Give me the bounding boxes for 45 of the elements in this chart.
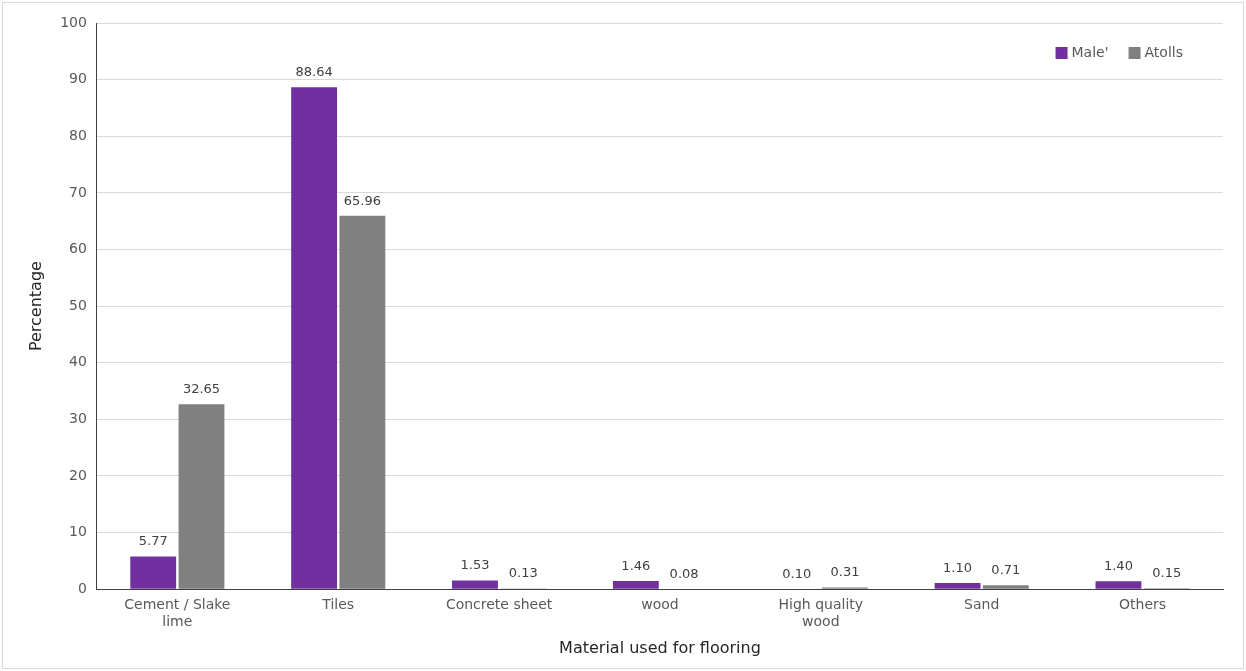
data-label: 1.40	[1103, 558, 1133, 574]
bar	[178, 404, 225, 589]
data-label: 0.15	[1152, 565, 1182, 581]
data-label: 65.96	[343, 192, 381, 208]
data-label: 1.10	[943, 559, 973, 575]
bar	[452, 580, 498, 589]
x-tick-label: Sand	[964, 596, 1000, 613]
y-tick-label: 80	[69, 126, 87, 143]
bar	[982, 585, 1029, 589]
data-label: 1.53	[460, 557, 490, 573]
data-label: 32.65	[182, 381, 221, 397]
x-tick-label: Others	[1119, 596, 1167, 613]
bar	[1095, 581, 1142, 589]
y-tick-label: 50	[69, 296, 87, 313]
x-tick-label: wood	[641, 596, 679, 613]
y-tick-label: 30	[69, 409, 87, 426]
bar	[934, 582, 981, 589]
data-label: 1.46	[621, 557, 651, 573]
data-label: 0.13	[508, 565, 538, 581]
y-tick-label: 40	[69, 353, 87, 370]
bar	[130, 556, 177, 589]
bar	[291, 87, 338, 589]
y-tick-label: 10	[69, 523, 87, 540]
x-tick-label: Cement / Slake lime	[124, 596, 231, 630]
bar	[612, 580, 659, 589]
data-label: 0.08	[669, 565, 699, 581]
legend-label: Atolls	[1144, 43, 1184, 60]
data-label: 0.31	[830, 564, 860, 580]
y-tick-label: 70	[69, 183, 87, 200]
y-axis-title: Percentage	[25, 261, 45, 352]
y-tick-label: 20	[69, 466, 87, 483]
x-tick-label: High quality wood	[778, 596, 864, 630]
data-label: 0.10	[782, 565, 812, 581]
data-label: 0.71	[991, 562, 1021, 578]
y-tick-label: 100	[60, 13, 87, 30]
y-tick-label: 0	[78, 579, 87, 596]
x-tick-label: Tiles	[321, 596, 355, 613]
legend-label: Male'	[1071, 43, 1109, 60]
y-tick-label: 60	[69, 240, 87, 257]
data-label: 88.64	[295, 64, 333, 80]
x-axis-title: Material used for flooring	[559, 637, 761, 657]
bar	[339, 215, 386, 589]
data-label: 5.77	[138, 533, 168, 549]
y-tick-label: 90	[69, 70, 87, 87]
x-tick-label: Concrete sheet	[445, 596, 553, 613]
